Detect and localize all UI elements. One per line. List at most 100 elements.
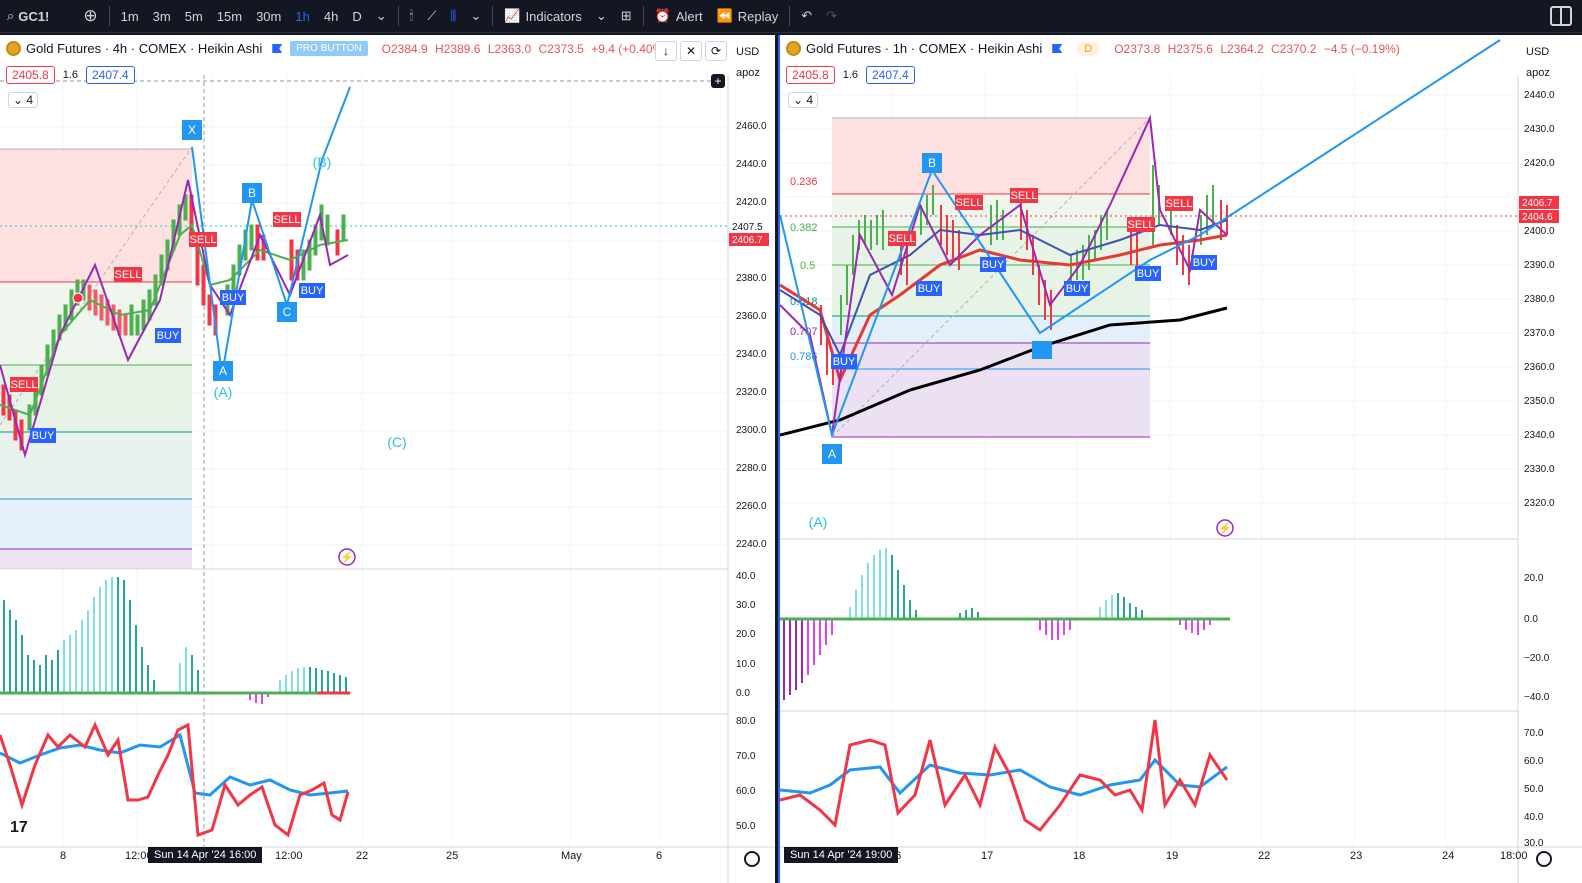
- top-toolbar: ⌕ GC1! ⊕ 1m 3m 5m 15m 30m 1h 4h D ⌄ 🕯 ⟋ …: [0, 0, 1582, 33]
- interval-badge[interactable]: D: [1076, 41, 1101, 56]
- interval-1m[interactable]: 1m: [120, 8, 139, 24]
- sell-price-button[interactable]: 2405.8: [786, 66, 835, 84]
- currency-select[interactable]: USD: [1526, 46, 1550, 58]
- wave-marker-X: [182, 120, 202, 140]
- panel-toggle-icon[interactable]: [1550, 6, 1572, 26]
- buy-price-button[interactable]: 2407.4: [86, 66, 135, 84]
- replay-button[interactable]: ⏪ Replay: [710, 0, 786, 33]
- left-signals: SELL SELL SELL SELL BUY BUY BUY BUY: [10, 212, 325, 443]
- lightning-icon[interactable]: [338, 548, 356, 566]
- pane-divider[interactable]: [775, 35, 778, 883]
- interval-dropdown[interactable]: ⌄: [369, 0, 394, 33]
- symbol-search[interactable]: ⌕ GC1!: [0, 0, 56, 33]
- right-chart-pane[interactable]: 0.236 0.382 0.5 0.618 0.707 0.786: [778, 35, 1582, 883]
- flag-icon[interactable]: [272, 44, 283, 53]
- left-chart-pane[interactable]: X A (A) B C (B) (C) SELL SELL SELL SELL …: [0, 35, 775, 883]
- macd-tick: 20.0: [736, 629, 756, 640]
- buy-signal: [1064, 281, 1090, 296]
- buy-signal-label: BUY: [1066, 283, 1089, 295]
- indicator-toggle[interactable]: ⌄ 4: [788, 92, 819, 108]
- price-tick: 2420.0: [1524, 158, 1555, 169]
- interval-4h[interactable]: 4h: [323, 8, 339, 24]
- indicators-dropdown[interactable]: ⌄: [589, 0, 614, 33]
- chart-type-button[interactable]: ⟋: [420, 0, 443, 33]
- rsi-tick: 60.0: [736, 786, 756, 797]
- time-tick: 22: [1258, 850, 1271, 862]
- macd-tick: 10.0: [736, 659, 756, 670]
- fib-zone-green: [0, 365, 192, 432]
- left-chart-canvas[interactable]: X A (A) B C (B) (C) SELL SELL SELL SELL …: [0, 35, 775, 883]
- price-tick: 2340.0: [736, 349, 767, 360]
- price-tick: 2440.0: [736, 159, 767, 170]
- compare-button[interactable]: ⊕: [76, 0, 104, 33]
- interval-D[interactable]: D: [352, 8, 362, 24]
- sell-price-button[interactable]: 2405.8: [6, 66, 55, 84]
- redo-button[interactable]: ↷: [819, 0, 844, 33]
- scale-mode-select[interactable]: apoz: [1526, 67, 1550, 79]
- settings-gear-icon[interactable]: [744, 851, 760, 867]
- bar-type-button[interactable]: ⫼: [443, 0, 463, 33]
- chart-type-dropdown[interactable]: ⌄: [463, 0, 488, 33]
- settings-gear-icon[interactable]: [1536, 851, 1552, 867]
- crosshair-plus-icon[interactable]: [711, 74, 725, 88]
- wave-marker-B: [922, 153, 942, 173]
- download-icon[interactable]: ↓: [655, 41, 677, 61]
- left-elliott-wave: [191, 86, 351, 376]
- macd-tick: −40.0: [1524, 692, 1550, 703]
- right-chart-canvas[interactable]: 0.236 0.382 0.5 0.618 0.707 0.786: [780, 35, 1582, 883]
- currency-select[interactable]: USD: [736, 46, 760, 58]
- sell-signal: [1010, 188, 1038, 203]
- wave-marker-A: [822, 444, 842, 464]
- buy-signal-label: BUY: [222, 292, 245, 304]
- wave-label-B: B: [248, 186, 256, 200]
- price-tick: 2370.0: [1524, 328, 1555, 339]
- sell-signal-label: SELL: [190, 234, 217, 246]
- gold-symbol-icon: [6, 41, 21, 56]
- interval-5m[interactable]: 5m: [184, 8, 203, 24]
- left-time-axis[interactable]: 8 12:00 12:00 22 25 May 6 Sun 14 Apr '24…: [0, 847, 728, 870]
- scale-mode-select[interactable]: apoz: [736, 67, 760, 79]
- right-chart-title: Gold Futures · 1h · COMEX · Heikin Ashi: [806, 41, 1043, 56]
- indicator-count: 4: [26, 93, 34, 107]
- price-tick: 2420.0: [736, 197, 767, 208]
- candle-type-button[interactable]: 🕯: [403, 0, 421, 33]
- flag-icon[interactable]: [1052, 44, 1063, 53]
- undo-button[interactable]: ↶: [794, 0, 819, 33]
- chevron-down-icon: ⌄: [470, 8, 482, 23]
- price-tick: 2430.0: [1524, 124, 1555, 135]
- indicators-button[interactable]: 📈 Indicators: [497, 0, 589, 33]
- price-tag-red-text: 2406.7: [732, 235, 763, 246]
- time-tick: 17: [981, 850, 994, 862]
- fib-labels: 0.236 0.382 0.5 0.618 0.707 0.786: [790, 176, 818, 363]
- indicator-toggle[interactable]: ⌄ 4: [8, 92, 39, 108]
- interval-30m[interactable]: 30m: [256, 8, 282, 24]
- interval-15m[interactable]: 15m: [216, 8, 243, 24]
- pro-badge[interactable]: PRO BUTTON: [290, 41, 368, 56]
- left-price-axis[interactable]: 2460.0 2440.0 2420.0 2380.0 2360.0 2340.…: [736, 35, 775, 847]
- buy-signal-label: BUY: [1137, 268, 1160, 280]
- right-time-axis[interactable]: 16 17 18 19 22 23 24 18:00 Sun 14 Apr '2…: [780, 847, 1528, 870]
- interval-3m[interactable]: 3m: [152, 8, 171, 24]
- layout-button[interactable]: ⊞: [614, 0, 639, 33]
- interval-1h[interactable]: 1h: [295, 8, 310, 24]
- sync-icon[interactable]: ⟳: [705, 41, 727, 61]
- right-zigzag-line: [780, 114, 1228, 436]
- ohlc-close: C2370.2: [1271, 41, 1317, 56]
- left-legend[interactable]: Gold Futures · 4h · COMEX · Heikin Ashi …: [6, 41, 667, 56]
- toolbar-divider: [397, 6, 399, 26]
- rsi-tick: 60.0: [1524, 756, 1544, 767]
- sell-signal-label: SELL: [115, 269, 142, 281]
- right-price-axis[interactable]: 2440.0 2430.0 2420.0 2400.0 2390.0 2380.…: [1524, 35, 1574, 849]
- left-ohlc: O2384.9 H2389.6 L2363.0 C2373.5 +9.4 (+0…: [382, 42, 668, 56]
- close-icon[interactable]: ✕: [680, 41, 702, 61]
- price-tick: 2350.0: [1524, 396, 1555, 407]
- tradingview-logo[interactable]: 17: [10, 819, 28, 836]
- sell-signal: [1165, 196, 1193, 211]
- lightning-icon[interactable]: [1216, 519, 1234, 537]
- alert-button[interactable]: ⏰ Alert: [648, 0, 710, 33]
- price-tick: 2260.0: [736, 501, 767, 512]
- price-tick: 2360.0: [1524, 362, 1555, 373]
- buy-price-button[interactable]: 2407.4: [866, 66, 915, 84]
- right-legend[interactable]: Gold Futures · 1h · COMEX · Heikin Ashi …: [786, 41, 1400, 56]
- macd-tick: 40.0: [736, 571, 756, 582]
